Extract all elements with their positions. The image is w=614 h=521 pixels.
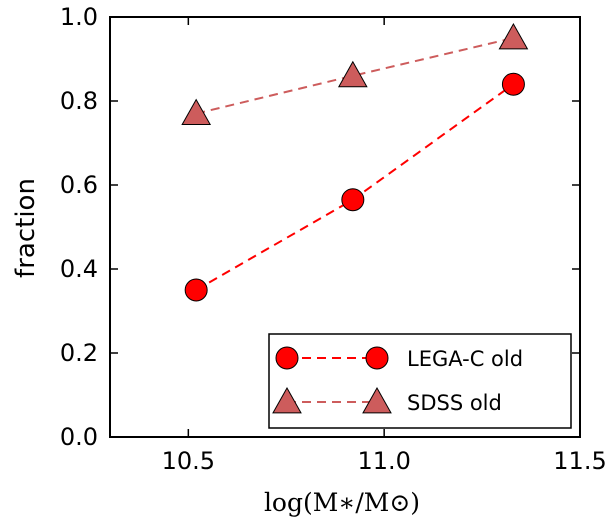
y-tick-label: 0.0 xyxy=(60,423,98,451)
plot-frame xyxy=(109,16,581,438)
data-point xyxy=(184,278,208,302)
legend-marker xyxy=(362,386,392,414)
legend-marker xyxy=(365,346,389,370)
data-point xyxy=(341,188,365,212)
legend-box xyxy=(268,333,572,429)
data-point xyxy=(181,98,212,126)
legend: LEGA-C old SDSS old xyxy=(268,333,572,429)
series-layer xyxy=(181,22,529,302)
y-tick-label: 0.2 xyxy=(60,339,98,367)
series-line xyxy=(195,37,514,115)
series-sdss-old xyxy=(181,22,529,126)
legend-label: LEGA-C old xyxy=(407,347,523,371)
y-axis-label: fraction xyxy=(11,178,41,278)
x-tick-label: 11.0 xyxy=(357,447,410,475)
x-tick-label: 11.5 xyxy=(553,447,606,475)
y-tick-label: 0.4 xyxy=(60,255,98,283)
y-tick-label: 1.0 xyxy=(60,3,98,31)
x-axis-label: log(M∗/M⊙) xyxy=(264,488,420,517)
y-tick-label: 0.8 xyxy=(60,87,98,115)
data-point xyxy=(498,22,529,50)
legend-entry: SDSS old xyxy=(272,386,502,415)
axis-ticks: 10.5 11.0 11.5 0.0 0.2 0.4 0.6 0.8 1.0 xyxy=(60,3,607,475)
x-tick-label: 10.5 xyxy=(162,447,215,475)
series-lega-c-old xyxy=(184,72,525,302)
y-tick-label: 0.6 xyxy=(60,171,98,199)
data-point xyxy=(337,60,368,88)
legend-entry: LEGA-C old xyxy=(275,346,523,371)
legend-marker xyxy=(275,346,299,370)
legend-label: SDSS old xyxy=(407,391,502,415)
data-point xyxy=(501,72,525,96)
legend-marker xyxy=(272,386,302,414)
